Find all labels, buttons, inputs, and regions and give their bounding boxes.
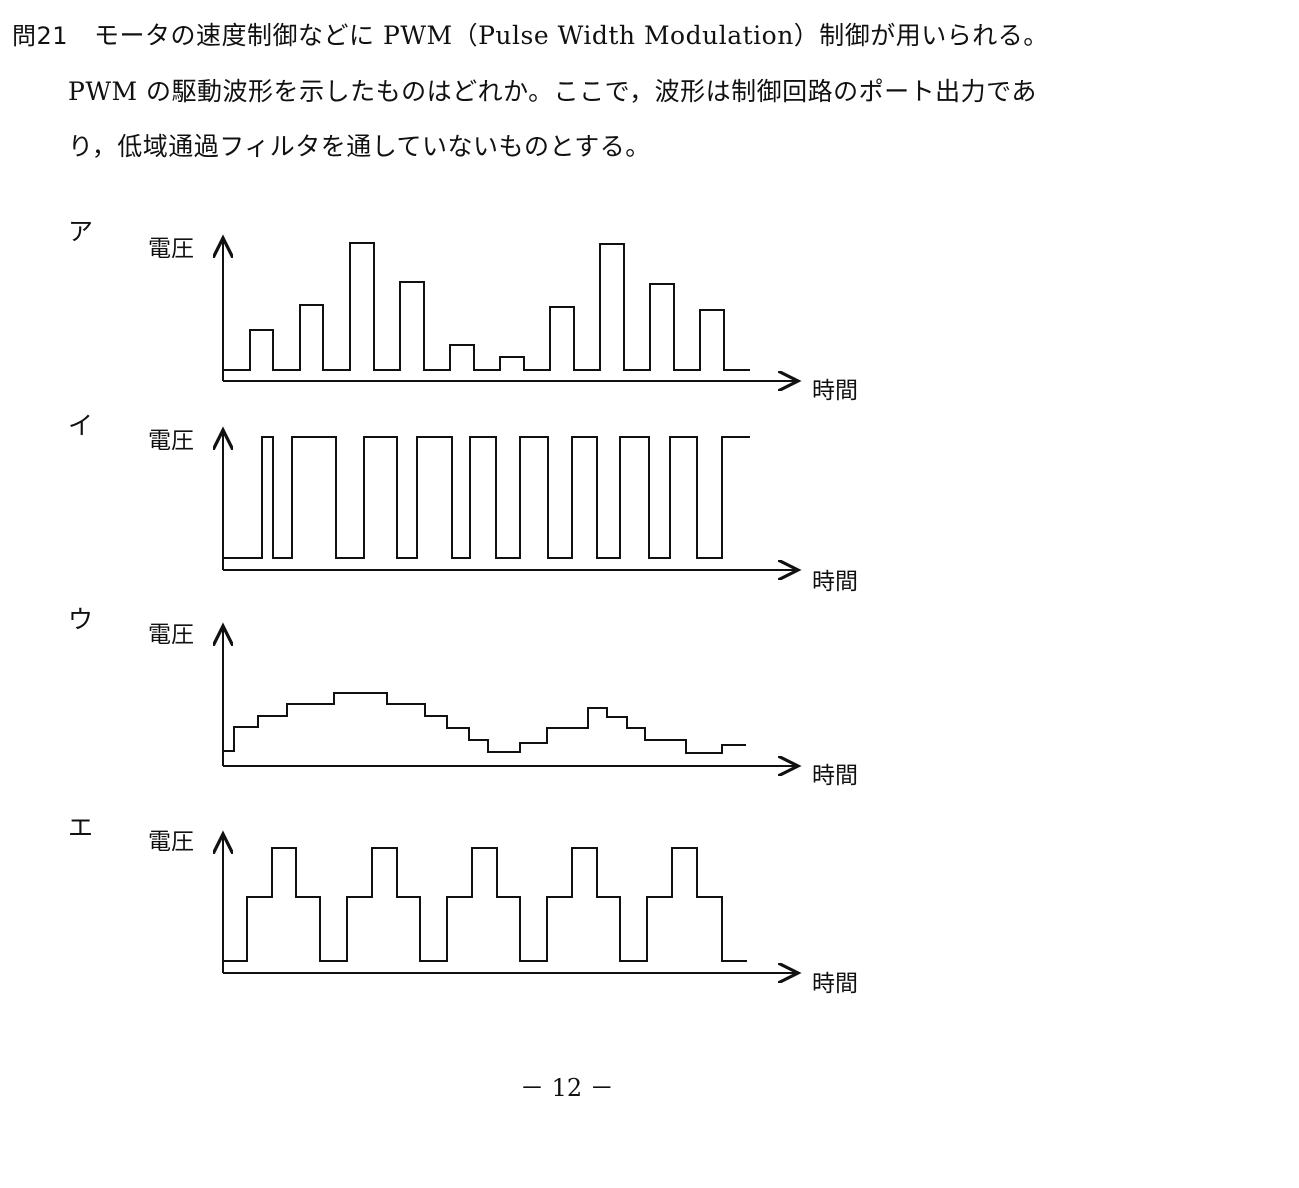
question-text-1: モータの速度制御などに PWM（Pulse Width Modulation）制… xyxy=(94,21,1049,50)
option-a-waveform xyxy=(223,242,750,371)
question-number: 問21 xyxy=(12,22,69,50)
option-u-waveform xyxy=(223,692,746,754)
option-i-label: イ xyxy=(68,411,94,440)
question-line-1: 問21 モータの速度制御などに PWM（Pulse Width Modulatio… xyxy=(12,16,1049,52)
question-line-2: PWM の駆動波形を示したものはどれか。ここで，波形は制御回路のポート出力であ xyxy=(68,77,1037,106)
question-line-3: り，低域通過フィルタを通していないものとする。 xyxy=(68,132,651,161)
option-e-graph xyxy=(223,834,798,973)
option-i-ylabel: 電圧 xyxy=(148,428,194,454)
option-a-ylabel: 電圧 xyxy=(148,236,194,262)
option-u-ylabel: 電圧 xyxy=(148,622,194,648)
option-e-xlabel: 時間 xyxy=(812,971,858,997)
option-u-label: ウ xyxy=(68,605,94,634)
page-number: － 12 － xyxy=(520,1074,614,1102)
option-u-graph xyxy=(223,626,798,766)
option-a-label: ア xyxy=(68,217,94,246)
option-i-xlabel: 時間 xyxy=(812,569,858,595)
option-u-xlabel: 時間 xyxy=(812,763,858,789)
option-a-graph xyxy=(223,238,798,381)
option-i-graph xyxy=(223,430,798,570)
option-e-ylabel: 電圧 xyxy=(148,829,194,855)
option-i-waveform xyxy=(223,436,750,559)
option-a-xlabel: 時間 xyxy=(812,378,858,404)
option-e-waveform xyxy=(223,847,747,962)
option-e-label: エ xyxy=(68,813,94,842)
